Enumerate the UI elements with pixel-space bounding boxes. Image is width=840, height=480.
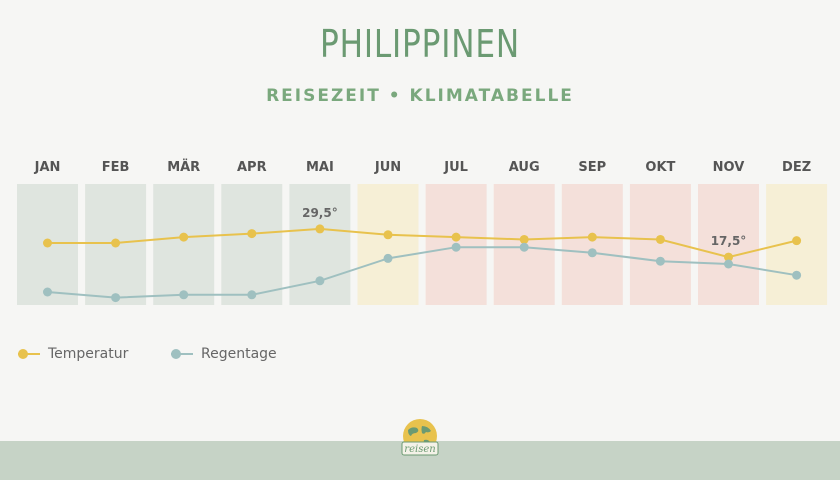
series-lines	[47, 227, 797, 299]
legend-swatch-temperatur	[18, 349, 40, 359]
legend-item-temperatur: Temperatur	[18, 346, 128, 362]
series-0-point-1	[111, 238, 121, 248]
series-line-1	[47, 246, 797, 299]
month-box-5	[357, 184, 419, 305]
month-label-7: AUG	[509, 160, 540, 175]
month-label-9: OKT	[645, 160, 675, 175]
data-label-0: 29,5°	[302, 206, 338, 220]
series-0-point-11	[792, 236, 802, 246]
month-box-10	[698, 184, 759, 305]
series-1-point-7	[519, 242, 529, 252]
legend-label-temperatur: Temperatur	[48, 346, 129, 362]
legend-swatch-regentage	[171, 349, 193, 359]
month-label-0: JAN	[34, 160, 61, 175]
series-0-point-5	[383, 230, 393, 240]
series-1-point-2	[179, 290, 189, 300]
series-1-point-10	[724, 259, 733, 269]
series-0-point-2	[179, 232, 189, 242]
series-1-point-9	[655, 256, 665, 266]
series-1-point-5	[383, 253, 393, 263]
page-title: PHILIPPINEN	[319, 22, 521, 66]
series-1-point-0	[43, 287, 52, 297]
globe-logo: reisen	[401, 419, 439, 456]
climate-chart: JAN FEB MÄR APR MAI JUN JUL AUG SEP OKT NOV DEZ 29,…	[17, 159, 828, 305]
legend-swatch-dot	[171, 349, 181, 359]
month-boxes	[17, 184, 828, 305]
month-label-3: APR	[237, 160, 267, 175]
series-points	[43, 224, 802, 303]
series-1-point-6	[451, 242, 461, 252]
month-label-5: JUN	[374, 160, 401, 175]
legend-label-regentage: Regentage	[201, 346, 277, 362]
month-box-2	[153, 184, 215, 305]
legend-swatch-line	[171, 353, 193, 355]
month-box-3	[221, 184, 283, 305]
month-label-4: MAI	[306, 160, 334, 175]
series-1-point-3	[247, 290, 257, 300]
series-0-point-0	[43, 238, 52, 248]
month-label-8: SEP	[578, 160, 606, 175]
series-0-point-4	[315, 224, 325, 234]
logo-banner	[401, 441, 439, 456]
data-label-1: 17,5°	[711, 234, 747, 248]
series-line-0	[47, 227, 797, 259]
month-label-11: DEZ	[782, 160, 811, 175]
series-1-point-4	[315, 276, 325, 286]
series-0-point-3	[247, 229, 257, 239]
legend-item-regentage: Regentage	[171, 346, 277, 362]
series-0-point-6	[451, 232, 461, 242]
month-labels: JAN FEB MÄR APR MAI JUN JUL AUG SEP OKT NOV DEZ	[34, 159, 812, 175]
month-label-6: JUL	[443, 160, 468, 175]
series-1-point-1	[111, 293, 121, 303]
logo-text: reisen	[404, 444, 435, 455]
series-1-point-8	[587, 248, 597, 258]
series-0-point-10	[724, 252, 733, 262]
series-0-point-7	[519, 234, 529, 244]
series-1-point-11	[792, 270, 802, 280]
series-0-point-9	[655, 234, 665, 244]
month-box-8	[561, 184, 623, 305]
annotations: 29,5° 17,5°	[302, 206, 746, 248]
series-0-point-8	[587, 232, 597, 242]
month-label-1: FEB	[102, 160, 130, 175]
page-subtitle: REISEZEIT • KLIMATABELLE	[266, 86, 574, 106]
month-box-4	[289, 184, 351, 305]
month-label-10: NOV	[713, 160, 745, 175]
legend-swatch-line	[18, 353, 40, 355]
legend-swatch-dot	[18, 349, 28, 359]
month-label-2: MÄR	[167, 159, 200, 175]
